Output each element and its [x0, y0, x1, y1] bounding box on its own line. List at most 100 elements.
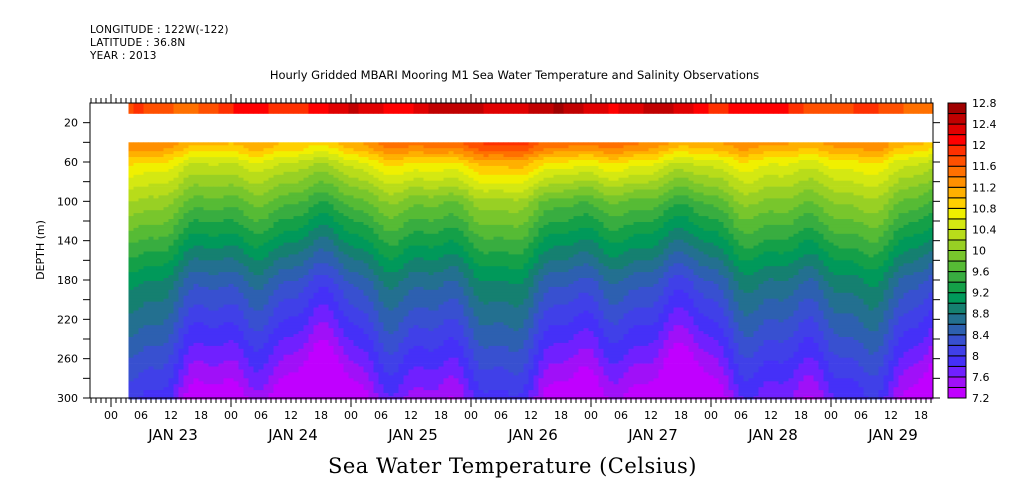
field-cell — [383, 325, 389, 329]
field-cell — [268, 254, 274, 258]
field-cell — [383, 390, 389, 394]
field-cell — [143, 160, 149, 164]
field-cell — [398, 239, 404, 243]
field-cell — [163, 207, 169, 211]
field-cell — [408, 316, 414, 320]
field-cell — [363, 316, 369, 320]
field-cell — [128, 151, 134, 155]
field-cell — [393, 275, 399, 279]
field-cell — [238, 289, 244, 294]
field-cell — [298, 369, 304, 373]
field-cell — [253, 216, 259, 220]
field-cell — [258, 269, 264, 273]
field-cell — [233, 375, 239, 379]
field-cell — [343, 325, 349, 329]
field-cell — [398, 251, 404, 255]
field-cell — [208, 192, 214, 196]
field-cell — [383, 363, 389, 367]
field-cell — [368, 227, 374, 232]
field-cell — [128, 245, 134, 249]
field-cell — [263, 195, 269, 199]
field-cell — [138, 248, 144, 252]
field-cell — [248, 393, 254, 397]
field-cell — [208, 151, 214, 155]
field-cell — [278, 286, 284, 291]
field-cell — [328, 204, 334, 208]
field-cell — [173, 219, 179, 223]
field-cell — [193, 230, 199, 235]
field-cell — [393, 372, 399, 376]
field-cell — [213, 357, 219, 362]
field-cell — [128, 384, 134, 388]
field-cell — [363, 142, 369, 146]
field-cell — [333, 334, 339, 338]
field-cell — [318, 348, 324, 353]
field-cell — [293, 322, 299, 326]
field-cell — [143, 378, 149, 382]
field-cell — [343, 148, 349, 152]
field-cell — [238, 340, 244, 344]
field-cell — [258, 165, 264, 170]
field-cell — [168, 372, 174, 376]
field-cell — [153, 298, 159, 302]
field-cell — [163, 283, 169, 288]
field-cell — [348, 363, 354, 367]
field-cell — [128, 366, 134, 370]
field-cell — [153, 301, 159, 305]
field-cell — [358, 254, 364, 258]
field-cell — [358, 216, 364, 220]
field-cell — [233, 295, 239, 299]
field-cell — [278, 278, 284, 282]
field-cell — [318, 224, 324, 229]
field-cell — [248, 278, 254, 282]
field-cell — [358, 213, 364, 217]
field-cell — [198, 313, 204, 317]
field-cell — [233, 266, 239, 270]
field-cell — [253, 192, 259, 196]
field-cell — [223, 160, 229, 164]
field-cell — [273, 263, 279, 267]
field-cell — [233, 151, 239, 155]
field-cell — [378, 195, 384, 199]
field-cell — [263, 304, 269, 308]
field-cell — [348, 230, 354, 235]
field-cell — [333, 354, 339, 358]
field-cell — [318, 334, 324, 338]
field-cell — [283, 263, 289, 267]
field-cell — [268, 292, 274, 297]
field-cell — [403, 322, 409, 326]
field-cell — [293, 325, 299, 329]
field-cell — [363, 192, 369, 196]
field-cell — [268, 313, 274, 317]
field-cell — [303, 272, 309, 276]
field-cell — [288, 278, 294, 282]
field-cell — [228, 201, 234, 205]
field-cell — [218, 189, 224, 193]
field-cell — [233, 195, 239, 199]
field-cell — [298, 245, 304, 249]
field-cell — [293, 372, 299, 376]
field-cell — [283, 387, 289, 391]
field-cell — [308, 360, 314, 364]
field-cell — [358, 313, 364, 317]
field-cell — [333, 390, 339, 394]
field-cell — [318, 195, 324, 199]
field-cell — [368, 180, 374, 184]
field-cell — [328, 295, 334, 299]
field-cell — [403, 177, 409, 181]
field-cell — [153, 154, 159, 158]
field-cell — [138, 319, 144, 323]
field-cell — [253, 210, 259, 214]
field-cell — [243, 165, 249, 170]
field-cell — [288, 242, 294, 246]
field-cell — [213, 348, 219, 353]
field-cell — [203, 372, 209, 376]
field-cell — [318, 183, 324, 187]
field-cell — [343, 307, 349, 311]
field-cell — [238, 393, 244, 397]
field-cell — [148, 251, 154, 255]
field-cell — [288, 310, 294, 314]
field-cell — [298, 316, 304, 320]
field-cell — [393, 145, 399, 149]
field-cell — [263, 248, 269, 252]
